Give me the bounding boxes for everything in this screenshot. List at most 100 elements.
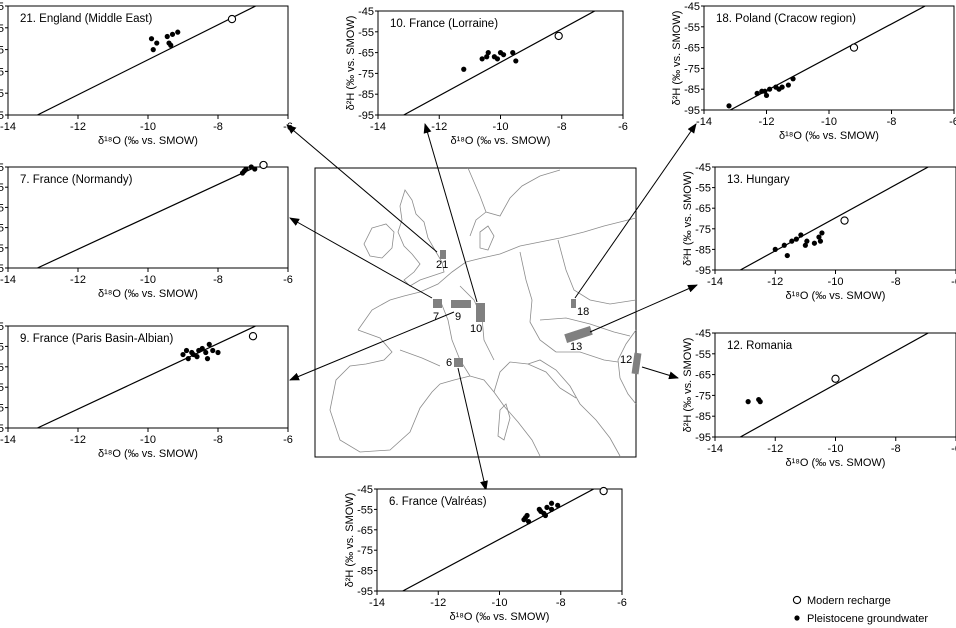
- point-pleistocene-groundwater: [802, 242, 808, 248]
- site-label-9: 9: [455, 311, 461, 323]
- x-tick-label: -10: [492, 597, 508, 609]
- y-tick-label: -75: [695, 390, 711, 402]
- x-tick-label: -6: [283, 274, 293, 286]
- point-pleistocene-groundwater: [206, 341, 212, 347]
- meteoric-water-line: [740, 167, 930, 270]
- point-pleistocene-groundwater: [180, 351, 186, 358]
- y-tick-label: -95: [357, 586, 373, 598]
- site-marker-12: [631, 352, 642, 375]
- x-tick-label: -14: [696, 116, 712, 128]
- point-pleistocene-groundwater: [542, 512, 549, 519]
- y-tick-label: -85: [0, 243, 4, 255]
- map-frame: [314, 167, 637, 458]
- point-pleistocene-groundwater: [185, 356, 191, 362]
- y-tick-label: -75: [0, 382, 4, 394]
- x-tick-label: -10: [828, 276, 844, 288]
- chart-title: 10. France (Lorraine): [390, 18, 498, 30]
- point-pleistocene-groundwater: [525, 519, 532, 525]
- x-tick-label: -8: [887, 116, 897, 128]
- chart-title: 9. France (Paris Basin-Albian): [20, 333, 174, 345]
- arrow-to-plot-13: [589, 284, 698, 333]
- site-marker-13: [564, 326, 593, 343]
- point-pleistocene-groundwater: [485, 50, 491, 56]
- y-tick-label: -85: [0, 403, 4, 415]
- y-tick-label: -55: [684, 22, 700, 34]
- y-tick-label: -95: [695, 265, 711, 277]
- point-pleistocene-groundwater: [798, 232, 804, 238]
- y-tick-label: -45: [695, 162, 711, 174]
- point-modern-recharge: [227, 14, 237, 24]
- y-tick-label: -45: [0, 162, 4, 174]
- x-tick-label: -6: [283, 121, 293, 133]
- site-marker-10: [476, 303, 485, 322]
- y-tick-label: -55: [357, 504, 373, 516]
- meteoric-water-line: [37, 6, 257, 115]
- plot-frame: [714, 166, 956, 271]
- point-pleistocene-groundwater: [215, 349, 221, 356]
- point-pleistocene-groundwater: [210, 347, 216, 354]
- y-tick-label: -95: [684, 105, 700, 117]
- x-tick-label: -12: [70, 434, 86, 446]
- y-tick-label: -95: [0, 110, 4, 122]
- x-axis-label: δ¹⁸O (‰ vs. SMOW): [786, 290, 886, 302]
- y-tick-label: -65: [0, 362, 4, 374]
- point-pleistocene-groundwater: [762, 88, 768, 94]
- x-tick-label: -10: [140, 434, 156, 446]
- site-label-13: 13: [570, 341, 582, 353]
- chart-title: 12. Romania: [727, 340, 793, 352]
- y-tick-label: -55: [0, 23, 4, 35]
- legend-label: Pleistocene groundwater: [807, 613, 928, 625]
- legend-marker-pleistocene-groundwater: [794, 615, 800, 621]
- x-tick-label: -8: [213, 274, 223, 286]
- y-tick-label: -85: [695, 244, 711, 256]
- arrow-to-plot-12: [641, 366, 679, 380]
- x-tick-label: -6: [951, 443, 956, 455]
- point-pleistocene-groundwater: [166, 40, 172, 46]
- site-marker-21: [440, 250, 446, 259]
- y-axis-label: δ²H (‰ vs. SMOW): [344, 493, 356, 588]
- legend: Modern recharge Pleistocene groundwater: [792, 595, 928, 625]
- x-tick-label: -6: [617, 597, 627, 609]
- x-axis-label: δ¹⁸O (‰ vs. SMOW): [98, 288, 198, 300]
- chart-title: 18. Poland (Cracow region): [716, 13, 856, 25]
- plot-frame: [703, 5, 955, 111]
- site-label-6: 6: [446, 357, 452, 369]
- x-axis-label: δ¹⁸O (‰ vs. SMOW): [450, 611, 550, 623]
- y-tick-label: -55: [695, 349, 711, 361]
- point-pleistocene-groundwater: [811, 240, 818, 246]
- point-pleistocene-groundwater: [726, 103, 732, 109]
- point-pleistocene-groundwater: [461, 66, 467, 72]
- point-pleistocene-groundwater: [513, 58, 519, 64]
- x-tick-label: -14: [707, 276, 723, 288]
- y-tick-label: -45: [358, 6, 374, 18]
- point-pleistocene-groundwater: [804, 238, 810, 244]
- arrow-to-plot-18: [574, 123, 697, 299]
- meteoric-water-line: [740, 333, 930, 437]
- y-tick-label: -85: [684, 84, 700, 96]
- y-tick-label: -45: [695, 328, 711, 340]
- x-tick-label: -12: [70, 121, 86, 133]
- point-pleistocene-groundwater: [793, 236, 799, 242]
- y-tick-label: -65: [357, 525, 373, 537]
- site-marker-9: [451, 300, 471, 308]
- y-axis-label: δ²H (‰ vs. SMOW): [671, 11, 683, 106]
- europe-map: 21 7 9 10 6 18 13 12: [314, 167, 642, 458]
- x-tick-label: -8: [557, 121, 567, 133]
- point-pleistocene-groundwater: [757, 399, 763, 405]
- x-tick-label: -12: [70, 274, 86, 286]
- y-tick-label: -65: [0, 45, 4, 57]
- point-modern-recharge: [840, 216, 849, 225]
- arrow-to-plot-21: [286, 124, 438, 253]
- point-modern-recharge: [849, 43, 859, 52]
- point-pleistocene-groundwater: [816, 234, 822, 240]
- point-modern-recharge: [554, 31, 563, 41]
- y-tick-label: -75: [358, 68, 374, 80]
- point-pleistocene-groundwater: [754, 90, 760, 96]
- plot-frame: [377, 10, 624, 116]
- chart-p12: -14 -12 -10 -8 -6 -45 -55 -65 -75 -85 -95 δ¹⁸O (‰ v…: [682, 328, 956, 469]
- x-tick-label: -10: [493, 121, 509, 133]
- point-pleistocene-groundwater: [183, 347, 190, 354]
- y-axis-label: δ²H (‰ vs. SMOW): [682, 171, 694, 266]
- chart-title: 21. England (Middle East): [20, 13, 152, 25]
